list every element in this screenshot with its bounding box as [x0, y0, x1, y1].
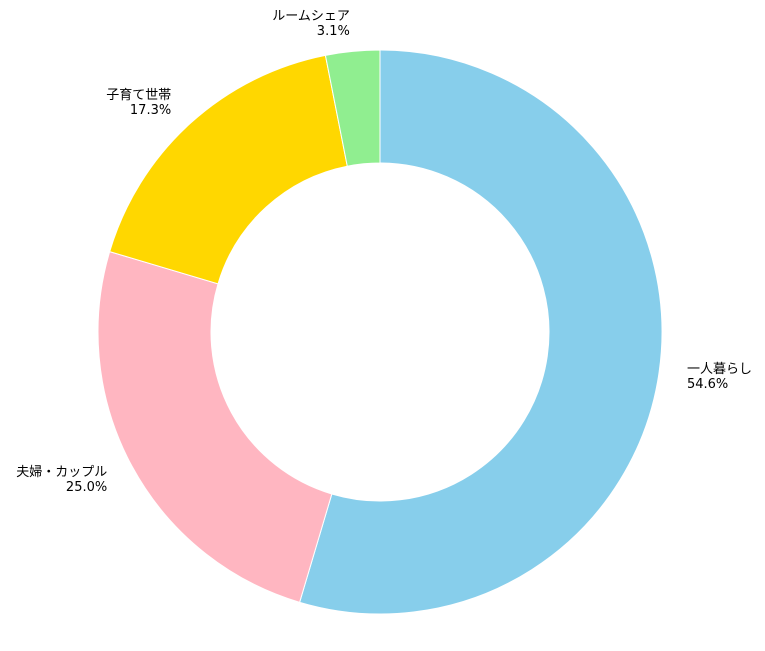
slices-layer [97, 49, 663, 615]
slice-percent-label-2: 17.3% [130, 103, 171, 118]
slice-0 [299, 49, 663, 615]
slice-percent-label-3: 3.1% [317, 24, 350, 39]
slice-category-label-2: 子育て世帯 [106, 87, 171, 103]
slice-category-label-3: ルームシェア [272, 9, 350, 24]
slice-category-label-1: 夫婦・カップル [16, 464, 107, 480]
slice-3 [324, 49, 381, 167]
slice-2 [109, 54, 348, 285]
slice-percent-label-0: 54.6% [687, 377, 728, 392]
slice-category-label-0: 一人暮らし [687, 362, 752, 377]
slice-percent-label-1: 25.0% [66, 480, 107, 495]
slice-1 [97, 251, 333, 603]
